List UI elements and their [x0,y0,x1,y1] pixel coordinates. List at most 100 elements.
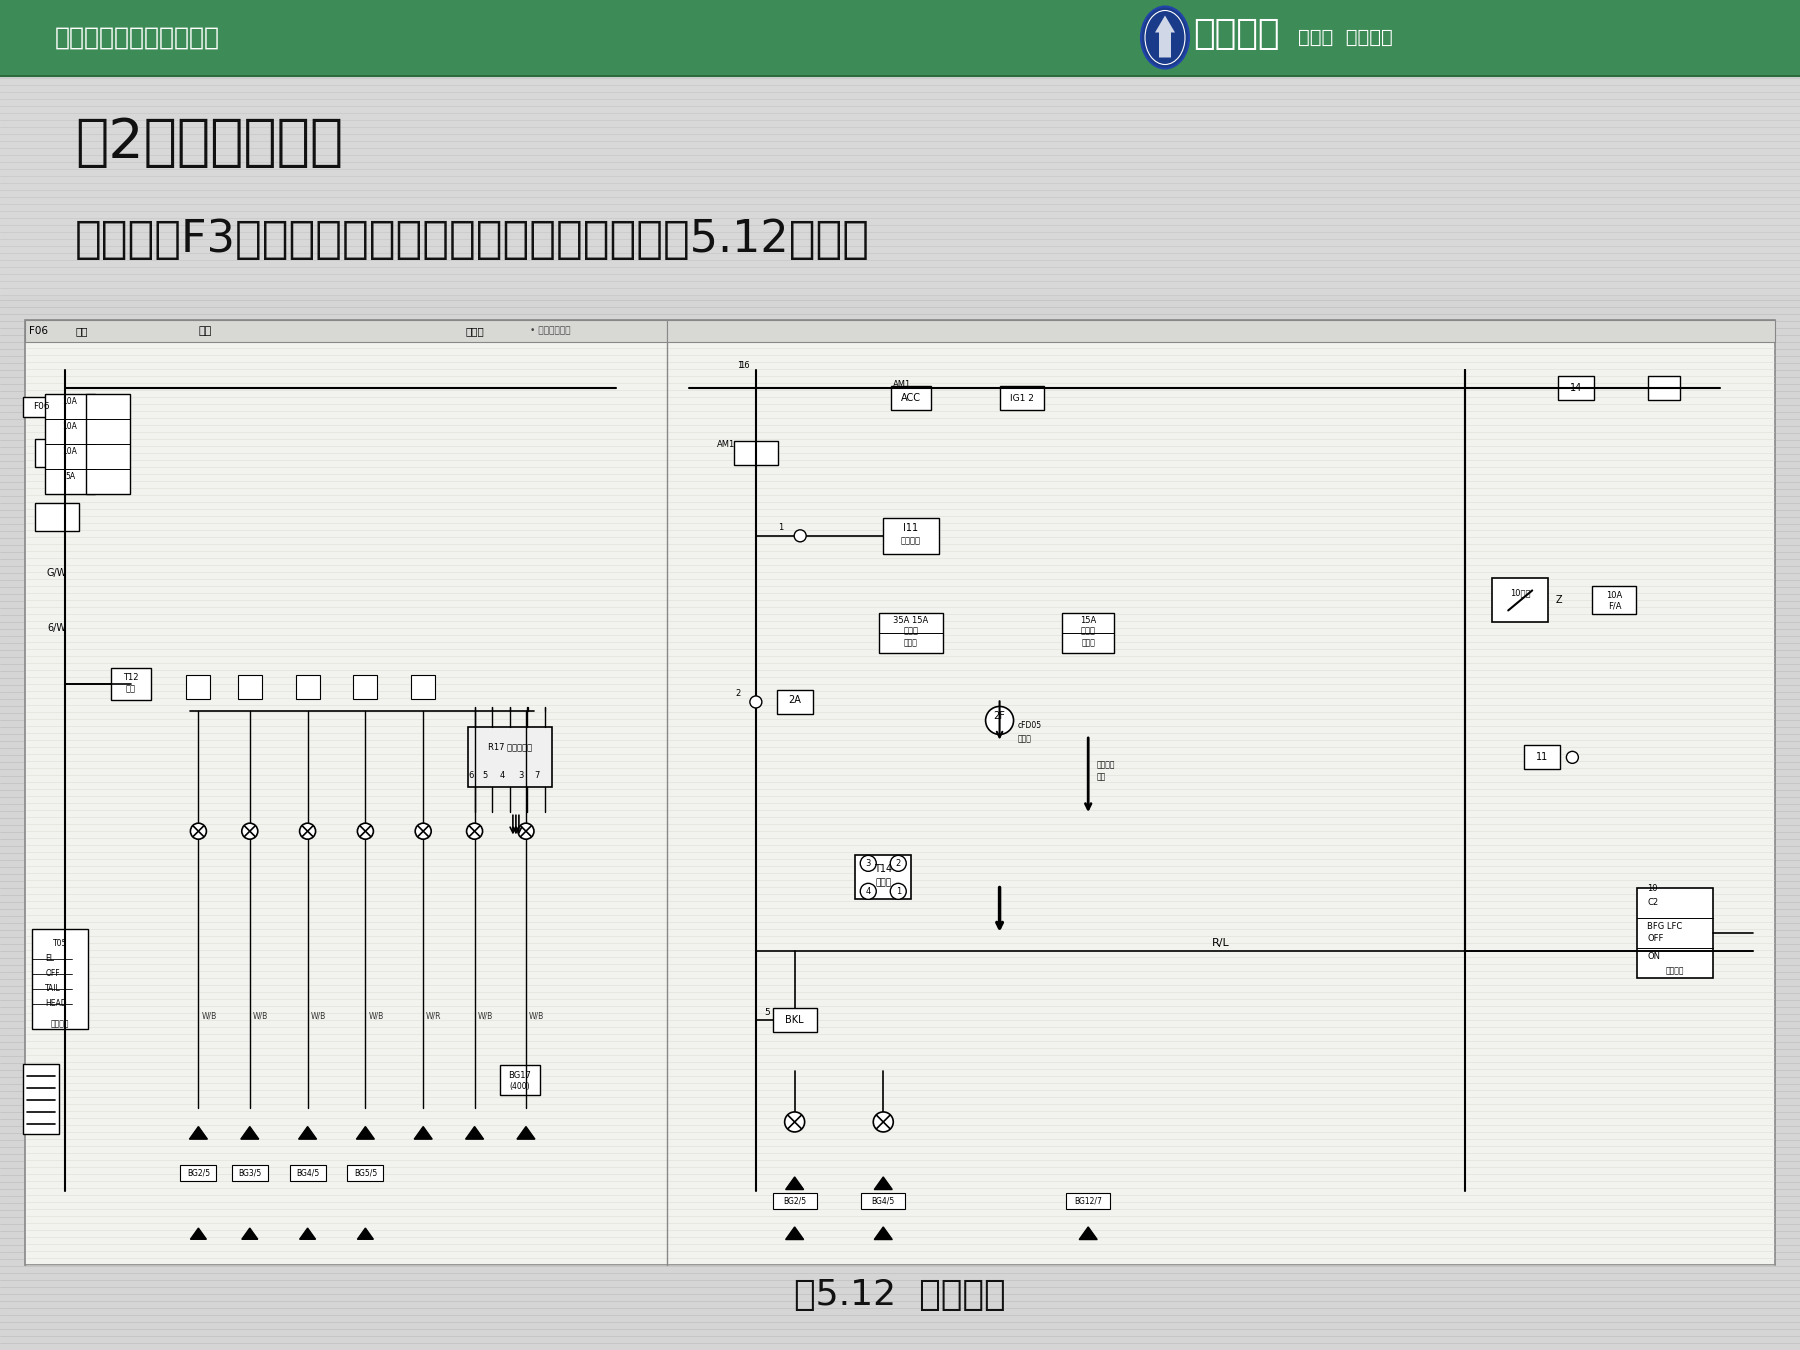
Text: C2: C2 [1647,898,1658,907]
Bar [36,439,79,467]
Text: BG3/5: BG3/5 [238,1168,261,1177]
Bar [772,1193,817,1210]
Text: 14: 14 [1570,383,1582,393]
Bar [232,1165,268,1181]
Bar [1557,377,1593,400]
Text: 7: 7 [535,771,540,780]
Polygon shape [358,1228,373,1239]
Bar [25,320,668,342]
Text: 6/W: 6/W [47,624,67,633]
Text: 2F: 2F [994,711,1006,721]
Bar [500,1065,540,1095]
Text: 小灯: 小灯 [198,325,212,336]
Bar [772,1008,817,1033]
Text: 10: 10 [1647,884,1658,894]
Bar [999,386,1044,410]
Text: 1: 1 [896,887,900,896]
Bar [860,1193,905,1210]
Polygon shape [875,1177,893,1189]
Bar [112,667,151,699]
Text: 10点火: 10点火 [1510,589,1530,597]
Ellipse shape [1141,7,1190,69]
Text: HEAD: HEAD [45,999,67,1008]
Bar [295,675,320,699]
Text: 5A: 5A [65,472,76,481]
Text: F06: F06 [32,402,49,412]
Text: 后雾灯: 后雾灯 [464,325,484,336]
Circle shape [891,856,905,871]
Polygon shape [1156,15,1175,58]
Text: T14: T14 [875,864,893,875]
Bar [23,397,59,417]
Bar [776,690,812,714]
Circle shape [466,824,482,840]
Bar [32,929,88,1029]
Text: F/A: F/A [1607,602,1622,612]
Polygon shape [414,1126,432,1139]
Text: BG2/5: BG2/5 [783,1196,806,1206]
Polygon shape [241,1126,259,1139]
Text: T12: T12 [122,674,139,682]
Text: 重庆大学: 重庆大学 [1193,18,1280,51]
Bar [23,1064,59,1134]
Text: 10A: 10A [63,447,77,456]
Text: 前雾灯: 前雾灯 [1017,734,1031,743]
Text: W/B: W/B [202,1011,216,1021]
Text: OFF: OFF [1647,934,1663,944]
Polygon shape [785,1227,803,1239]
Circle shape [891,883,905,899]
Text: BG17: BG17 [508,1071,531,1080]
Text: 4: 4 [500,771,506,780]
Bar [0,76,1800,296]
Text: 前雾灯: 前雾灯 [904,626,918,636]
Text: 2: 2 [896,859,900,868]
Bar [855,856,911,899]
Text: BG5/5: BG5/5 [355,1168,376,1177]
Text: （2）雾灯的电路: （2）雾灯的电路 [76,116,344,170]
Text: R/L: R/L [1211,938,1229,948]
Bar [353,675,378,699]
Bar [1062,613,1114,653]
Text: cFD05: cFD05 [1017,721,1042,730]
Text: BG12/7: BG12/7 [1075,1196,1102,1206]
Text: BKL: BKL [785,1015,805,1026]
Polygon shape [1080,1227,1098,1239]
Text: 1: 1 [736,362,742,370]
Text: 前雾灯: 前雾灯 [875,878,891,887]
Text: 系统集成: 系统集成 [1096,760,1114,770]
Circle shape [986,706,1013,734]
Text: 6: 6 [468,771,473,780]
Text: (400): (400) [509,1081,529,1091]
Circle shape [191,824,207,840]
Text: 后雾灯: 后雾灯 [1080,626,1096,636]
Text: 10A: 10A [63,423,77,431]
Polygon shape [466,1126,484,1139]
Text: 小灯: 小灯 [126,684,137,693]
Bar [878,613,943,653]
Text: 开关: 开关 [1096,772,1105,782]
Text: ACC: ACC [902,393,922,404]
Polygon shape [785,1177,803,1189]
Bar [238,675,261,699]
Polygon shape [241,1228,257,1239]
Text: BG4/5: BG4/5 [871,1196,895,1206]
Polygon shape [299,1228,315,1239]
Text: 5: 5 [765,1008,770,1017]
Text: 图5.12  雾灯电路: 图5.12 雾灯电路 [794,1278,1006,1312]
Text: AM1: AM1 [893,379,911,389]
Text: Z: Z [1555,595,1562,605]
Bar [668,320,1775,342]
Text: 电源: 电源 [76,325,88,336]
Bar [45,394,95,494]
Text: ON: ON [1647,952,1660,961]
Circle shape [794,529,806,541]
Bar [891,386,931,410]
Text: 汽车电器设备构造与检修: 汽车电器设备构造与检修 [56,26,220,50]
Bar [36,504,79,532]
Text: 1: 1 [778,524,783,532]
Polygon shape [191,1228,207,1239]
Bar [468,728,553,787]
Polygon shape [517,1126,535,1139]
Text: EL: EL [45,954,54,964]
Text: IG1 2: IG1 2 [1010,394,1033,402]
